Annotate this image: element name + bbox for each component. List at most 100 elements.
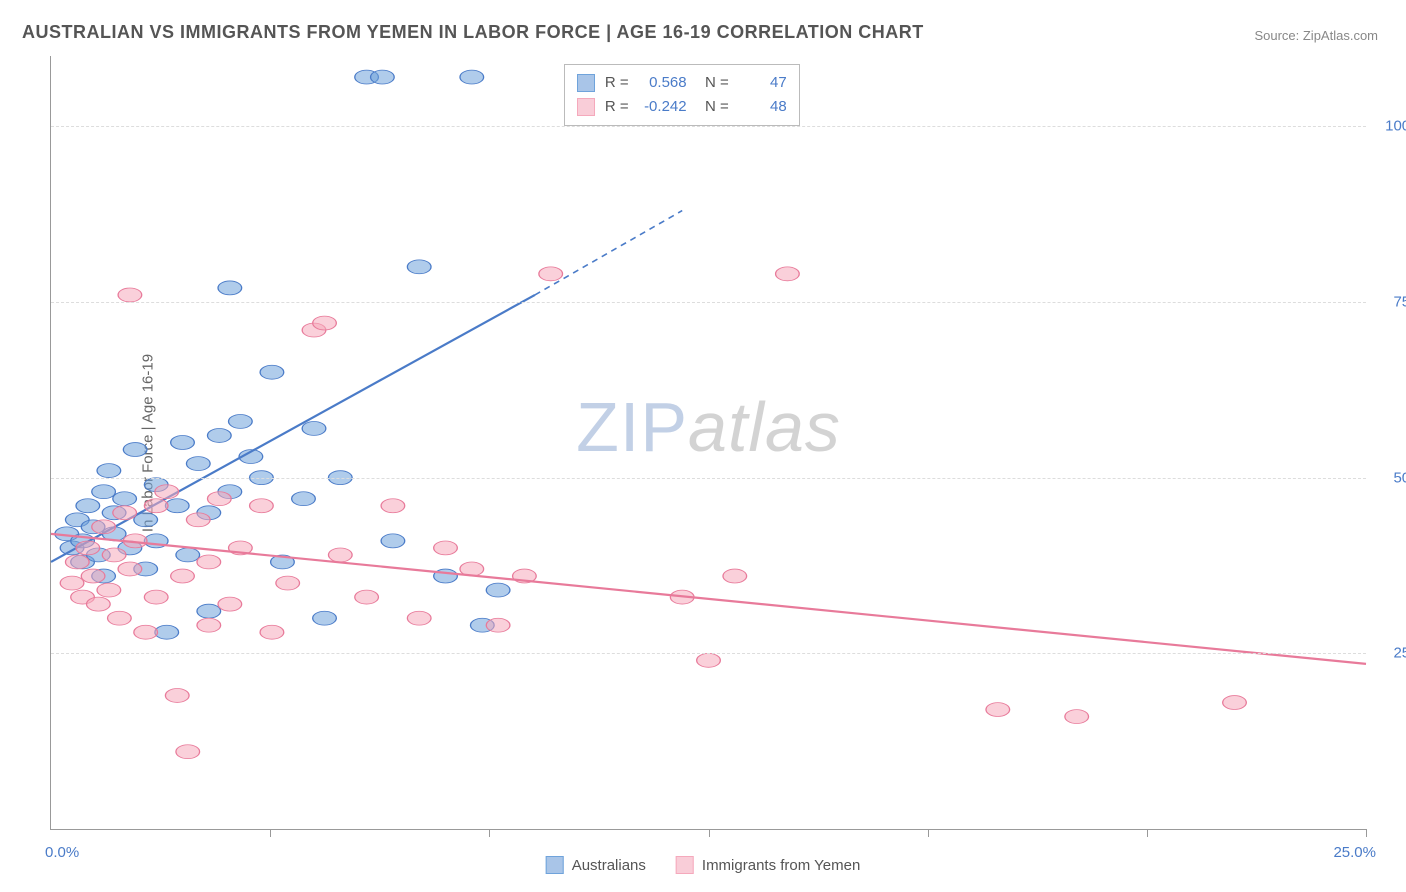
- data-point: [539, 267, 563, 281]
- data-point: [108, 611, 132, 625]
- data-point: [260, 625, 284, 639]
- data-point: [260, 365, 284, 379]
- stats-r-label: R =: [605, 71, 629, 95]
- data-point: [381, 534, 405, 548]
- data-point: [313, 611, 337, 625]
- chart-title: AUSTRALIAN VS IMMIGRANTS FROM YEMEN IN L…: [22, 22, 924, 43]
- y-tick-label: 50.0%: [1376, 469, 1406, 486]
- data-point: [697, 653, 721, 667]
- data-point: [176, 548, 200, 562]
- stats-r-2: -0.242: [639, 95, 687, 119]
- data-point: [313, 316, 337, 330]
- data-point: [165, 689, 189, 703]
- data-point: [186, 513, 210, 527]
- data-point: [97, 464, 121, 478]
- legend-item-australians: Australians: [546, 856, 646, 874]
- data-point: [1223, 696, 1247, 710]
- data-point: [165, 499, 189, 513]
- data-point: [486, 583, 510, 597]
- data-point: [371, 70, 395, 84]
- data-point: [118, 288, 142, 302]
- data-point: [102, 548, 126, 562]
- legend-swatch-2: [676, 856, 694, 874]
- data-point: [155, 625, 179, 639]
- legend-item-yemen: Immigrants from Yemen: [676, 856, 860, 874]
- data-point: [155, 485, 179, 499]
- stats-n-2: 48: [739, 95, 787, 119]
- x-tick: [1366, 829, 1367, 837]
- data-point: [460, 70, 484, 84]
- stats-swatch-2: [577, 98, 595, 116]
- data-point: [65, 555, 89, 569]
- data-point: [407, 611, 431, 625]
- data-point: [76, 499, 100, 513]
- data-point: [113, 506, 137, 520]
- x-axis-min-label: 0.0%: [45, 844, 79, 861]
- data-point: [276, 576, 300, 590]
- data-point: [407, 260, 431, 274]
- legend-swatch-1: [546, 856, 564, 874]
- data-point: [113, 492, 137, 506]
- x-tick: [270, 829, 271, 837]
- data-point: [434, 541, 458, 555]
- legend-label-1: Australians: [572, 857, 646, 874]
- data-point: [197, 618, 221, 632]
- data-point: [171, 436, 195, 450]
- data-point: [207, 492, 231, 506]
- stats-row-1: R = 0.568 N = 47: [577, 71, 787, 95]
- stats-n-label: N =: [697, 71, 729, 95]
- data-point: [328, 548, 352, 562]
- data-point: [776, 267, 800, 281]
- stats-n-1: 47: [739, 71, 787, 95]
- data-point: [176, 745, 200, 759]
- y-tick-label: 25.0%: [1376, 645, 1406, 662]
- gridline: [51, 302, 1366, 303]
- y-tick-label: 75.0%: [1376, 293, 1406, 310]
- x-tick: [1147, 829, 1148, 837]
- y-tick-label: 100.0%: [1376, 118, 1406, 135]
- stats-r-1: 0.568: [639, 71, 687, 95]
- data-point: [197, 604, 221, 618]
- data-point: [1065, 710, 1089, 724]
- stats-swatch-1: [577, 74, 595, 92]
- gridline: [51, 653, 1366, 654]
- stats-row-2: R = -0.242 N = 48: [577, 95, 787, 119]
- data-point: [381, 499, 405, 513]
- data-point: [144, 590, 168, 604]
- data-point: [486, 618, 510, 632]
- data-point: [76, 541, 100, 555]
- data-point: [92, 485, 116, 499]
- data-point: [60, 576, 84, 590]
- legend-label-2: Immigrants from Yemen: [702, 857, 860, 874]
- chart-svg: [51, 56, 1366, 829]
- source-attribution: Source: ZipAtlas.com: [1254, 28, 1378, 43]
- stats-r-label: R =: [605, 95, 629, 119]
- data-point: [186, 457, 210, 471]
- stats-n-label: N =: [697, 95, 729, 119]
- data-point: [92, 520, 116, 534]
- data-point: [87, 597, 111, 611]
- trend-line-dashed: [535, 211, 682, 295]
- x-axis-max-label: 25.0%: [1333, 844, 1376, 861]
- data-point: [118, 562, 142, 576]
- plot-area: In Labor Force | Age 16-19 ZIPatlas R = …: [50, 56, 1366, 830]
- data-point: [723, 569, 747, 583]
- data-point: [229, 414, 253, 428]
- stats-box: R = 0.568 N = 47 R = -0.242 N = 48: [564, 64, 800, 126]
- x-tick: [709, 829, 710, 837]
- trend-line: [51, 534, 1366, 664]
- data-point: [250, 499, 274, 513]
- trend-line: [51, 295, 535, 562]
- x-tick: [489, 829, 490, 837]
- data-point: [986, 703, 1010, 717]
- data-point: [81, 569, 105, 583]
- data-point: [302, 421, 326, 435]
- gridline: [51, 126, 1366, 127]
- x-tick: [928, 829, 929, 837]
- data-point: [123, 443, 147, 457]
- gridline: [51, 478, 1366, 479]
- data-point: [97, 583, 121, 597]
- data-point: [218, 597, 242, 611]
- bottom-legend: Australians Immigrants from Yemen: [546, 856, 861, 874]
- data-point: [292, 492, 316, 506]
